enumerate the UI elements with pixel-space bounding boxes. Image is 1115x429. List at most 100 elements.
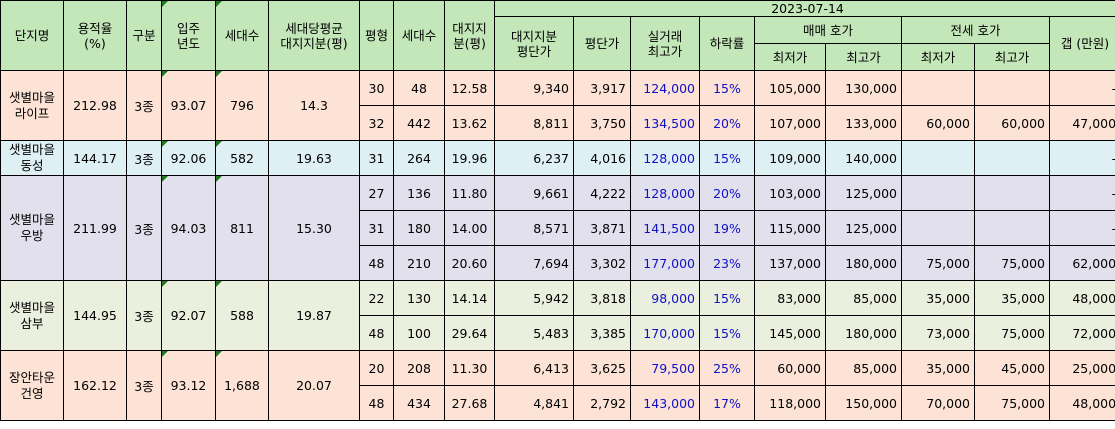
complex-name-cell: 샛별마을 우방 [0, 175, 64, 281]
gap-cell: 62,000 [1048, 245, 1115, 281]
complex-name-cell: 샛별마을 삼부 [0, 280, 64, 351]
far-cell: 212.98 [63, 70, 127, 141]
unit-households-cell: 210 [393, 245, 445, 281]
pyeong-cell: 31 [359, 140, 394, 176]
header-jeonse-min: 최저가 [901, 43, 975, 71]
jeonse-min-cell: 73,000 [901, 315, 975, 351]
pyeong-cell: 22 [359, 280, 394, 316]
avg-land-share-cell: 15.30 [268, 175, 360, 281]
sale-max-cell: 150,000 [825, 385, 902, 421]
land-price-cell: 8,811 [494, 105, 574, 141]
jeonse-max-cell: 60,000 [974, 105, 1050, 141]
land-price-cell: 9,661 [494, 175, 574, 211]
header-avg-land-share: 세대당평균 대지지분(평) [268, 0, 360, 71]
avg-land-share-cell: 20.07 [268, 350, 360, 421]
header-date: 2023-07-14 [493, 0, 1115, 17]
gap-cell: 48,000 [1048, 385, 1115, 421]
table-body: 샛별마을 라이프 212.98 3종 93.07 796 14.3 30 48 12.58 9,3… [0, 70, 1115, 421]
table-row: 32 442 13.62 8,811 3,750 134,500 20% 107,000 133… [0, 105, 1115, 141]
unit-households-cell: 130 [393, 280, 445, 316]
jeonse-max-cell [974, 140, 1050, 176]
header-unit-households: 세대수 [393, 0, 445, 71]
jeonse-max-cell [974, 175, 1050, 211]
header-price-per-pyeong: 평단가 [573, 16, 631, 71]
header-max-trade: 실거래 최고가 [630, 16, 700, 71]
max-trade-cell: 141,500 [630, 210, 700, 246]
zone-cell: 3종 [126, 280, 162, 351]
price-per-pyeong-cell: 3,818 [573, 280, 631, 316]
zone-cell: 3종 [126, 350, 162, 421]
jeonse-min-cell [901, 210, 975, 246]
land-share-cell: 19.96 [444, 140, 495, 176]
drop-rate-cell: 23% [699, 245, 755, 281]
complex-name-cell: 장안타운 건영 [0, 350, 64, 421]
header-sale-ask: 매매 호가 [754, 16, 902, 44]
move-in-year-cell: 92.06 [161, 140, 216, 176]
max-trade-cell: 170,000 [630, 315, 700, 351]
avg-land-share-cell: 14.3 [268, 70, 360, 141]
header-far: 용적율 (%) [63, 0, 127, 71]
sale-max-cell: 130,000 [825, 70, 902, 106]
unit-households-cell: 434 [393, 385, 445, 421]
unit-households-cell: 442 [393, 105, 445, 141]
drop-rate-cell: 20% [699, 175, 755, 211]
households-cell: 582 [215, 140, 269, 176]
header-sale-min: 최저가 [754, 43, 826, 71]
price-per-pyeong-cell: 3,917 [573, 70, 631, 106]
price-per-pyeong-cell: 3,871 [573, 210, 631, 246]
jeonse-min-cell: 70,000 [901, 385, 975, 421]
sale-max-cell: 125,000 [825, 210, 902, 246]
unit-households-cell: 136 [393, 175, 445, 211]
sale-max-cell: 133,000 [825, 105, 902, 141]
header-drop-rate: 하락률 [699, 16, 755, 71]
zone-cell: 3종 [126, 140, 162, 176]
unit-households-cell: 100 [393, 315, 445, 351]
sale-max-cell: 180,000 [825, 315, 902, 351]
far-cell: 211.99 [63, 175, 127, 281]
sale-min-cell: 103,000 [754, 175, 826, 211]
gap-cell: 25,000 [1048, 350, 1115, 386]
unit-households-cell: 180 [393, 210, 445, 246]
drop-rate-cell: 15% [699, 70, 755, 106]
unit-households-cell: 208 [393, 350, 445, 386]
avg-land-share-cell: 19.87 [268, 280, 360, 351]
header-zone: 구분 [126, 0, 162, 71]
sale-min-cell: 107,000 [754, 105, 826, 141]
table-row: 장안타운 건영 162.12 3종 93.12 1,688 20.07 20 208 11.30… [0, 350, 1115, 421]
jeonse-min-cell: 35,000 [901, 280, 975, 316]
sale-max-cell: 85,000 [825, 280, 902, 316]
land-share-cell: 27.68 [444, 385, 495, 421]
jeonse-max-cell: 75,000 [974, 385, 1050, 421]
far-cell: 144.95 [63, 280, 127, 351]
land-share-cell: 29.64 [444, 315, 495, 351]
header-land-price: 대지지분 평단가 [494, 16, 574, 71]
price-per-pyeong-cell: 3,625 [573, 350, 631, 386]
header-jeonse-max: 최고가 [974, 43, 1050, 71]
pyeong-cell: 48 [359, 315, 394, 351]
complex-name-cell: 샛별마을 동성 [0, 140, 64, 176]
jeonse-max-cell [974, 210, 1050, 246]
pyeong-cell: 48 [359, 385, 394, 421]
sale-min-cell: 83,000 [754, 280, 826, 316]
jeonse-min-cell [901, 175, 975, 211]
land-share-cell: 20.60 [444, 245, 495, 281]
jeonse-min-cell [901, 70, 975, 106]
land-price-cell: 9,340 [494, 70, 574, 106]
table-row: 샛별마을 우방 211.99 3종 94.03 811 15.30 27 136 11.80 9,… [0, 175, 1115, 281]
jeonse-min-cell: 75,000 [901, 245, 975, 281]
jeonse-max-cell: 75,000 [974, 315, 1050, 351]
gap-cell: 72,000 [1048, 315, 1115, 351]
move-in-year-cell: 94.03 [161, 175, 216, 281]
drop-rate-cell: 19% [699, 210, 755, 246]
header-gap: 갭 (만원) [1048, 16, 1115, 71]
drop-rate-cell: 20% [699, 105, 755, 141]
land-price-cell: 6,413 [494, 350, 574, 386]
unit-households-cell: 264 [393, 140, 445, 176]
price-per-pyeong-cell: 4,016 [573, 140, 631, 176]
pyeong-cell: 20 [359, 350, 394, 386]
land-price-cell: 5,483 [494, 315, 574, 351]
max-trade-cell: 128,000 [630, 175, 700, 211]
pyeong-cell: 31 [359, 210, 394, 246]
price-per-pyeong-cell: 3,385 [573, 315, 631, 351]
sale-min-cell: 105,000 [754, 70, 826, 106]
